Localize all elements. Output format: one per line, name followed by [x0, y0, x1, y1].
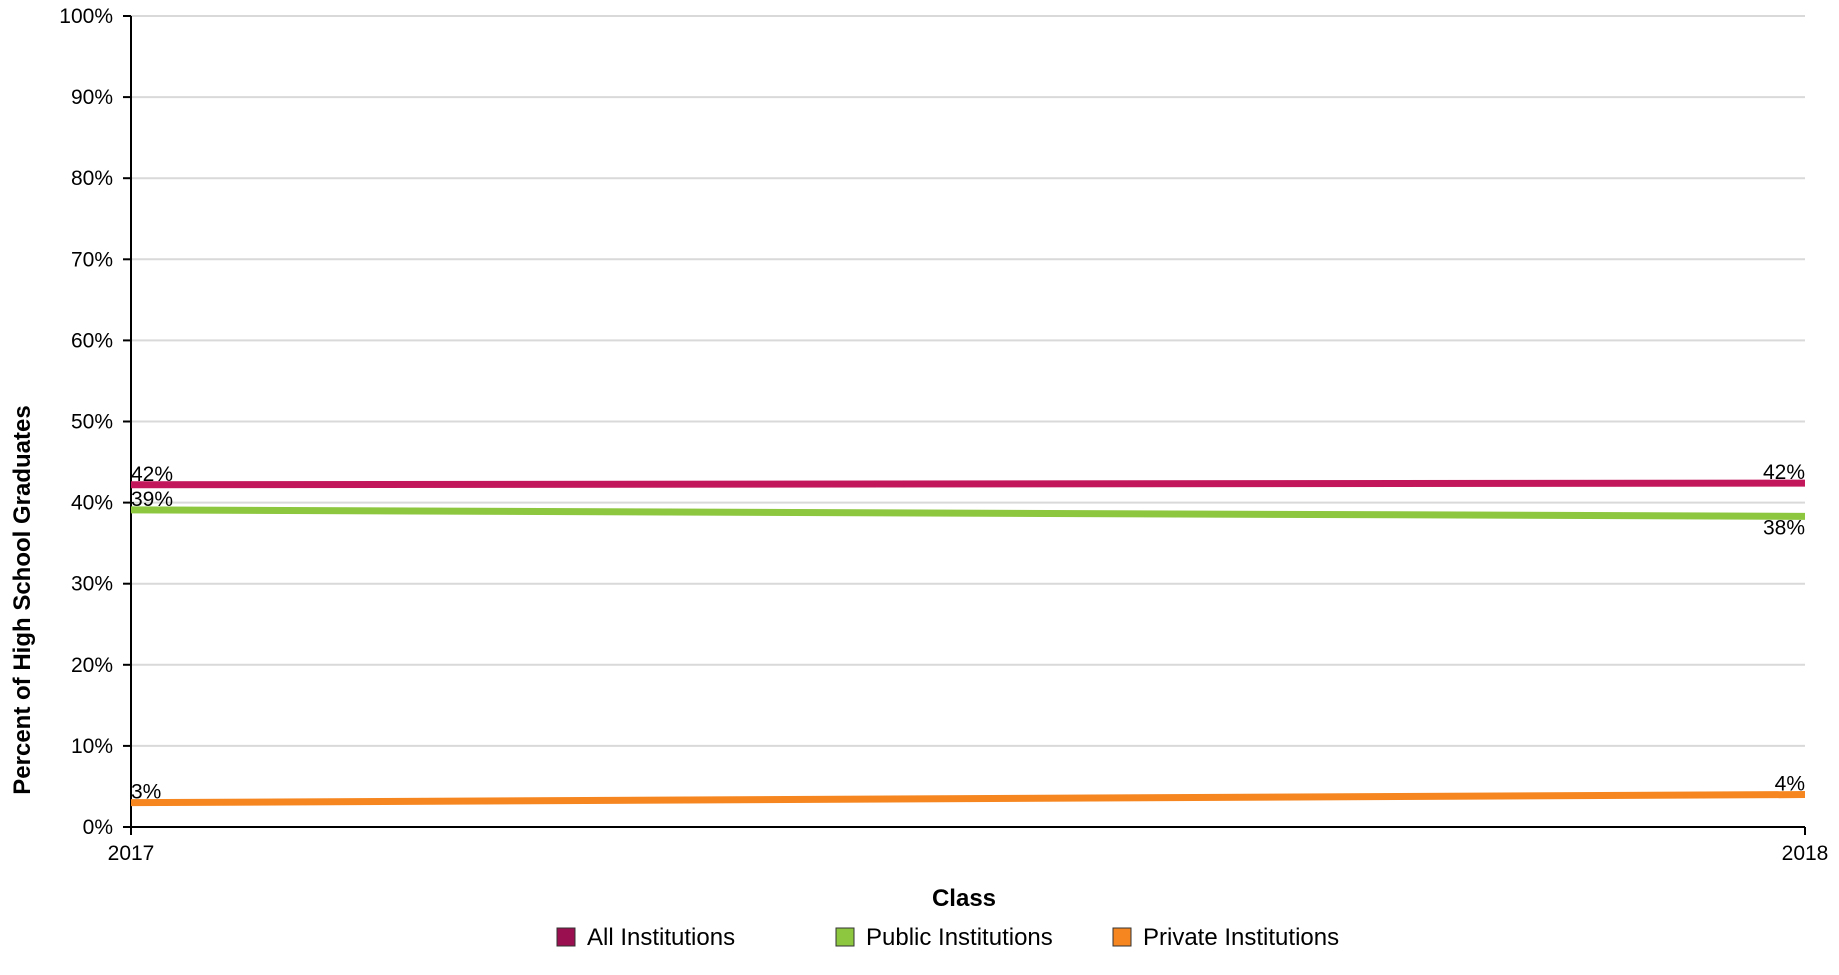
- data-label: 42%: [1763, 461, 1805, 484]
- series-lines: [130, 479, 1806, 807]
- y-tick-label: 50%: [71, 411, 113, 434]
- series-line: [130, 479, 1806, 489]
- legend: All Institutions Public Institutions Priva…: [556, 924, 1339, 951]
- y-tick-label: 80%: [71, 167, 113, 190]
- y-tick-label: 20%: [71, 654, 113, 677]
- data-label: 38%: [1763, 516, 1805, 539]
- data-label: 3%: [131, 781, 161, 804]
- y-tick-label: 40%: [71, 492, 113, 515]
- y-tick-label: 10%: [71, 735, 113, 758]
- axes: 0% 10% 20% 30% 40% 50% 60% 70% 80% 90% 100% 2017 201…: [59, 5, 1828, 865]
- gridlines: [131, 15, 1805, 747]
- x-tick-label: 2017: [108, 842, 155, 865]
- y-tick-label: 30%: [71, 573, 113, 596]
- data-label: 4%: [1775, 773, 1805, 796]
- x-tick-label: 2018: [1782, 842, 1829, 865]
- y-tick-label: 70%: [71, 248, 113, 271]
- legend-label: Private Institutions: [1143, 924, 1339, 951]
- data-labels: 42% 42%39%38%3% 4%: [131, 461, 1805, 804]
- series-line: [130, 791, 1806, 807]
- y-tick-label: 90%: [71, 86, 113, 109]
- x-axis-title: Class: [932, 885, 996, 912]
- y-tick-label: 60%: [71, 329, 113, 352]
- legend-swatch: [556, 927, 576, 947]
- legend-swatch: [1112, 927, 1132, 947]
- y-axis-title: Percent of High School Graduates: [9, 405, 36, 794]
- data-label: 42%: [131, 463, 173, 486]
- y-tick-label: 0%: [83, 816, 113, 839]
- legend-label: All Institutions: [587, 924, 735, 951]
- legend-swatch: [835, 927, 855, 947]
- legend-label: Public Institutions: [866, 924, 1053, 951]
- data-label: 39%: [131, 488, 173, 511]
- series-line: [130, 506, 1806, 520]
- y-tick-label: 100%: [59, 5, 113, 28]
